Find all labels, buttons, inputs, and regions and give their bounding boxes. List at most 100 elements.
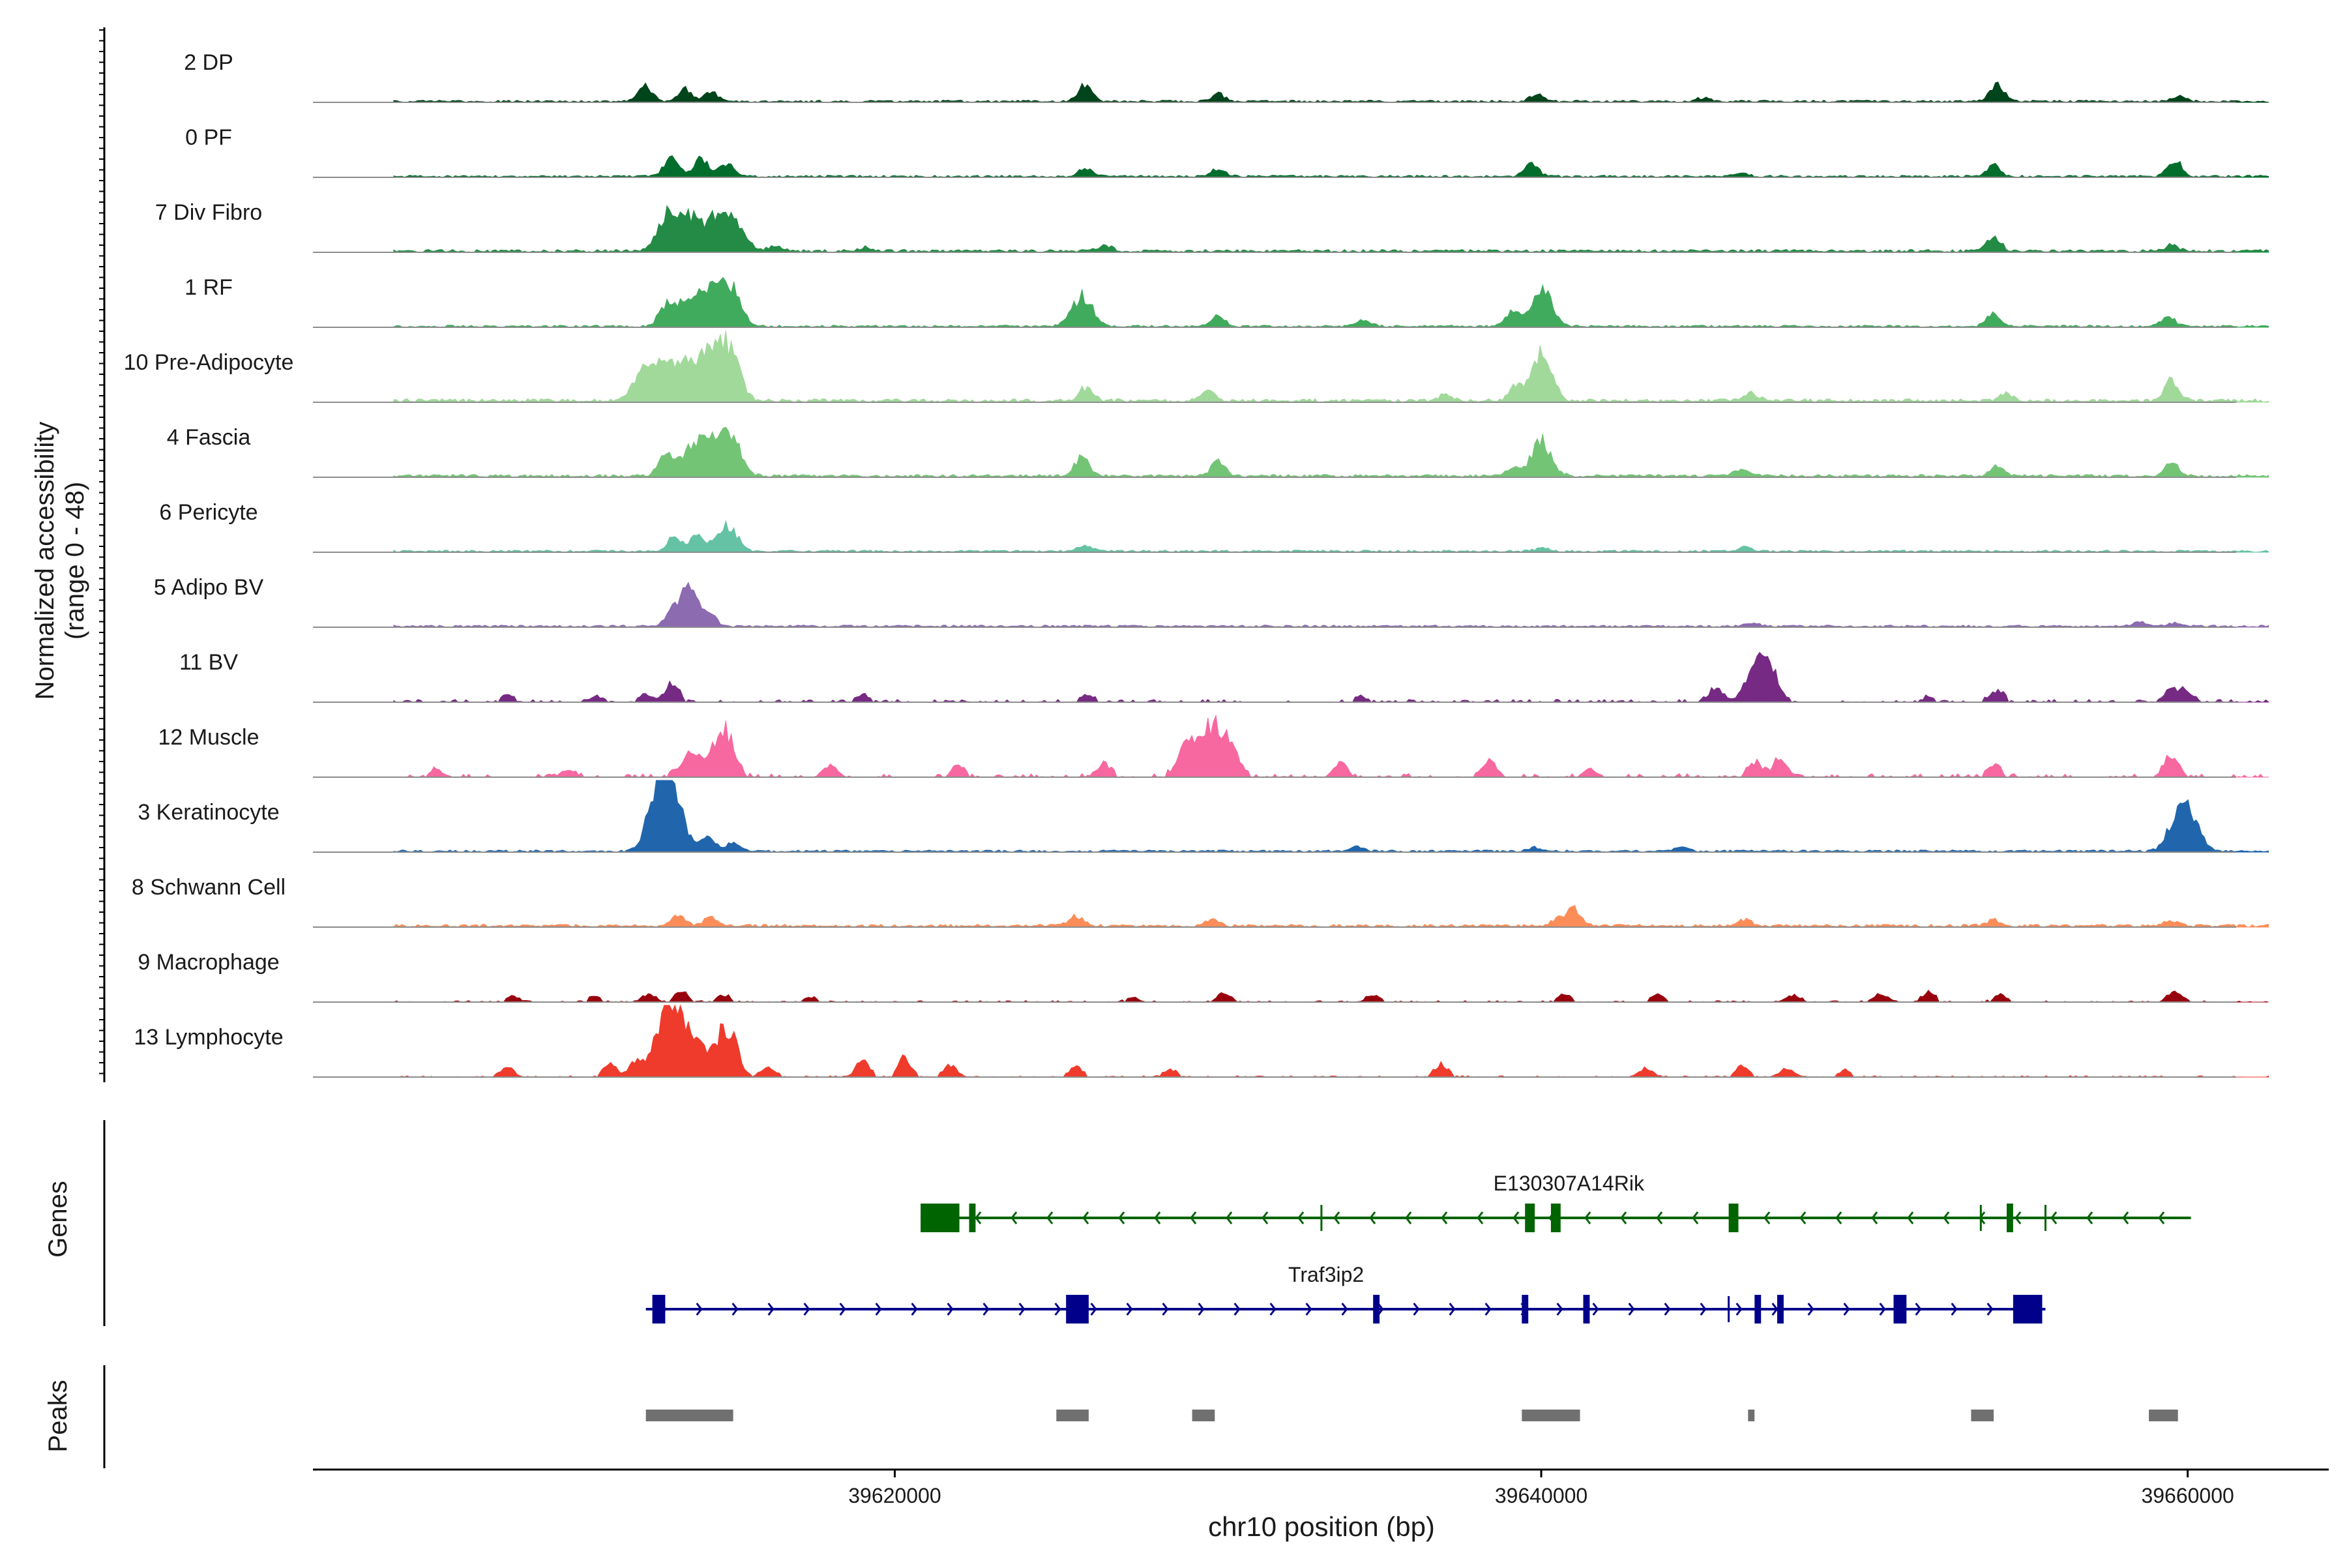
strand-arrow — [911, 1303, 918, 1316]
exon-block — [1583, 1295, 1590, 1324]
exon-block — [1754, 1295, 1762, 1324]
strand-arrow — [1269, 1303, 1277, 1316]
exon-block — [1550, 1204, 1561, 1232]
strand-arrow — [1692, 1211, 1699, 1224]
exon-block — [2013, 1295, 2043, 1324]
strand-arrow — [1843, 1303, 1850, 1316]
track-label: 11 BV — [179, 650, 238, 675]
x-axis: 39620000 39640000 39660000 — [313, 1468, 2329, 1507]
coverage-area — [393, 1004, 2269, 1078]
strand-arrow — [1162, 1303, 1169, 1316]
track-7: 6 Pericyte — [159, 500, 2269, 553]
strand-arrow — [1262, 1211, 1269, 1224]
coverage-area — [393, 520, 2269, 553]
strand-arrow — [1405, 1211, 1412, 1224]
y-axis — [99, 27, 106, 1082]
gene-Traf3ip2: Traf3ip2 — [645, 1263, 2046, 1324]
strand-arrow — [2158, 1211, 2165, 1224]
coverage-area — [393, 155, 2269, 178]
strand-arrow — [947, 1303, 954, 1316]
strand-arrow — [1018, 1303, 1026, 1316]
coverage-area — [393, 714, 2269, 778]
gene-name-label: E130307A14Rik — [1494, 1172, 1645, 1195]
strand-arrow — [1190, 1211, 1197, 1224]
strand-arrow — [1118, 1211, 1125, 1224]
strand-arrow — [1943, 1211, 1950, 1224]
strand-arrow — [803, 1303, 810, 1316]
strand-arrow — [1341, 1303, 1348, 1316]
strand-arrow — [1413, 1303, 1420, 1316]
genes-panel-label: Genes — [44, 1181, 72, 1258]
peak-region — [1522, 1410, 1580, 1421]
strand-arrow — [1449, 1303, 1456, 1316]
exon-block — [2007, 1204, 2013, 1232]
strand-arrow — [2015, 1211, 2022, 1224]
strand-arrow — [1700, 1303, 1707, 1316]
coverage-area — [393, 276, 2269, 328]
exon-block — [1777, 1295, 1784, 1324]
strand-arrow — [1628, 1303, 1635, 1316]
strand-arrow — [1305, 1303, 1312, 1316]
coverage-area — [393, 205, 2269, 253]
track-11: 3 Keratinocyte — [138, 780, 2269, 853]
strand-arrow — [1915, 1303, 1922, 1316]
track-8: 5 Adipo BV — [154, 575, 2269, 628]
peak-region — [645, 1410, 733, 1421]
strand-arrow — [1046, 1211, 1054, 1224]
exon-block — [1373, 1295, 1380, 1324]
strand-arrow — [731, 1303, 739, 1316]
track-label: 5 Adipo BV — [154, 575, 264, 600]
track-label: 1 RF — [185, 275, 233, 300]
strand-arrow — [1333, 1211, 1340, 1224]
strand-arrow — [839, 1303, 846, 1316]
track-12: 8 Schwann Cell — [132, 875, 2269, 928]
strand-arrow — [975, 1211, 982, 1224]
exon-block — [1893, 1295, 1907, 1324]
track-label: 12 Muscle — [158, 725, 259, 750]
track-13: 9 Macrophage — [138, 950, 2269, 1003]
peak-region — [1192, 1410, 1215, 1421]
strand-arrow — [1871, 1211, 1878, 1224]
track-1: 2 DP — [184, 50, 2269, 103]
coverage-tracks: 2 DP 0 PF 7 Div Fibro 1 RF 10 Pre-Adipocyte 4… — [124, 50, 2269, 1078]
x-tick-label: 39620000 — [848, 1484, 941, 1507]
strand-arrow — [1297, 1211, 1305, 1224]
strand-arrow — [1233, 1303, 1241, 1316]
track-label: 2 DP — [184, 50, 233, 75]
strand-arrow — [1126, 1303, 1133, 1316]
strand-arrow — [875, 1303, 882, 1316]
strand-arrow — [1198, 1303, 1205, 1316]
strand-arrow — [2050, 1211, 2058, 1224]
strand-arrow — [1011, 1211, 1018, 1224]
strand-arrow — [2122, 1211, 2129, 1224]
strand-arrow — [1082, 1211, 1089, 1224]
exon-block — [969, 1204, 976, 1232]
strand-arrow — [1054, 1303, 1061, 1316]
peak-track — [103, 1365, 2178, 1468]
coverage-area — [393, 990, 2269, 1003]
strand-arrow — [1879, 1303, 1886, 1316]
track-label: 8 Schwann Cell — [132, 875, 286, 900]
exon-block — [1525, 1204, 1535, 1232]
strand-arrow — [1907, 1211, 1914, 1224]
coverage-area — [393, 905, 2269, 928]
strand-arrow — [1154, 1211, 1161, 1224]
strand-arrow — [1764, 1211, 1771, 1224]
strand-arrow — [982, 1303, 990, 1316]
strand-arrow — [1556, 1303, 1563, 1316]
strand-arrow — [1735, 1303, 1743, 1316]
exon-block — [1522, 1295, 1529, 1324]
peaks-panel-label: Peaks — [44, 1380, 72, 1452]
track-10: 12 Muscle — [158, 714, 2269, 778]
track-14: 13 Lymphocyte — [134, 1004, 2269, 1078]
strand-arrow — [1807, 1303, 1814, 1316]
x-tick-label: 39640000 — [1495, 1484, 1587, 1507]
exon-block — [1066, 1295, 1089, 1324]
y-axis-label-range: (range 0 - 48) — [61, 482, 89, 640]
track-3: 7 Div Fibro — [155, 200, 2269, 253]
strand-arrow — [1799, 1211, 1807, 1224]
strand-arrow — [1226, 1211, 1233, 1224]
x-tick-label: 39660000 — [2141, 1484, 2234, 1507]
track-label: 9 Macrophage — [138, 950, 279, 975]
